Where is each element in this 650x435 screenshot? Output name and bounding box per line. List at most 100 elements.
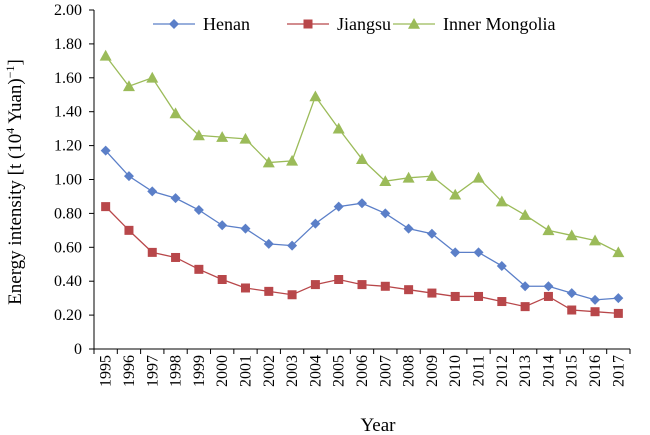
data-point xyxy=(99,49,112,61)
data-point xyxy=(334,275,344,285)
data-point xyxy=(567,305,577,315)
series-group xyxy=(99,49,625,318)
data-point xyxy=(217,275,227,285)
data-point xyxy=(357,198,367,209)
data-point xyxy=(566,288,577,299)
data-point xyxy=(240,223,251,234)
data-point xyxy=(170,193,181,204)
y-axis-title-middle: Yuan) xyxy=(5,78,26,127)
legend-item: Henan xyxy=(153,14,250,34)
data-point xyxy=(473,247,484,258)
data-point xyxy=(101,202,111,212)
y-tick-label: 0.40 xyxy=(54,273,82,290)
data-point xyxy=(169,107,182,119)
data-point xyxy=(357,280,367,290)
legend-label: Henan xyxy=(203,14,250,34)
data-point xyxy=(520,281,531,292)
data-point xyxy=(450,291,460,301)
data-point xyxy=(310,218,321,229)
data-point xyxy=(356,153,368,164)
x-tick-label: 1999 xyxy=(191,355,208,387)
data-point xyxy=(495,195,508,207)
data-point xyxy=(565,229,578,241)
data-point xyxy=(333,201,344,212)
data-point xyxy=(590,294,601,305)
legend: Henan Jiangsu Inner Mongolia xyxy=(153,14,555,34)
data-point xyxy=(612,246,625,258)
x-tick-label: 2006 xyxy=(354,355,371,387)
data-point xyxy=(379,175,392,186)
data-point xyxy=(147,186,158,197)
x-tick-label: 2011 xyxy=(471,355,488,386)
x-tick-label: 2010 xyxy=(447,355,464,387)
data-point xyxy=(402,171,415,183)
data-point xyxy=(425,170,438,181)
legend-marker xyxy=(169,19,179,29)
data-point xyxy=(287,290,297,300)
y-tick-label: 1.60 xyxy=(54,70,82,87)
data-point xyxy=(240,283,250,293)
y-axis-title-suffix: ] xyxy=(5,59,26,65)
y-tick-label: 2.00 xyxy=(54,2,82,19)
y-tick-label: 1.00 xyxy=(54,172,82,189)
y-tick-label: 0.20 xyxy=(54,307,82,324)
y-tick-label: 1.20 xyxy=(54,138,82,155)
data-point xyxy=(542,224,555,236)
data-point xyxy=(403,223,414,234)
data-point xyxy=(216,131,229,142)
x-tick-label: 2014 xyxy=(540,355,557,387)
x-tick-label: 2017 xyxy=(610,355,627,387)
data-point xyxy=(543,291,553,301)
legend-item: Jiangsu xyxy=(287,14,391,34)
data-point xyxy=(380,281,390,291)
data-point xyxy=(404,285,414,295)
legend-label: Inner Mongolia xyxy=(443,14,555,34)
x-tick-labels: 1995 1996 1997 1998 1999 2000 2001 2002 2003 2004… xyxy=(98,355,628,387)
data-point xyxy=(426,228,437,239)
legend-item: Inner Mongolia xyxy=(393,14,555,34)
y-axis-title-prefix: Energy intensity [t (10 xyxy=(5,134,26,305)
data-point xyxy=(496,260,507,271)
x-tick-label: 2008 xyxy=(401,355,418,387)
data-point xyxy=(286,154,299,166)
y-tick-label: 0.60 xyxy=(54,239,82,256)
legend-marker xyxy=(303,19,313,29)
y-axis-title-sup1: 4 xyxy=(3,128,17,134)
data-point xyxy=(217,220,228,231)
axes xyxy=(89,9,631,354)
data-point xyxy=(472,171,485,183)
series-line xyxy=(105,206,619,315)
x-tick-label: 1997 xyxy=(144,355,161,387)
data-point xyxy=(613,308,623,318)
x-tick-label: 2015 xyxy=(564,355,581,387)
data-point xyxy=(589,234,602,246)
x-tick-label: 2003 xyxy=(284,355,301,387)
data-point xyxy=(146,71,159,83)
data-point xyxy=(239,132,252,144)
series-jiangsu xyxy=(101,202,623,318)
data-point xyxy=(332,122,345,134)
y-tick-label: 0.80 xyxy=(54,205,82,222)
y-tick-label: 1.80 xyxy=(54,36,82,53)
data-point xyxy=(262,156,275,168)
data-point xyxy=(124,225,134,235)
data-point xyxy=(193,205,204,216)
data-point xyxy=(263,238,274,249)
x-tick-label: 2002 xyxy=(261,355,278,387)
x-tick-label: 2001 xyxy=(237,355,254,387)
y-tick-label: 1.40 xyxy=(54,104,82,121)
data-point xyxy=(520,302,530,312)
data-point xyxy=(147,247,157,257)
x-tick-label: 1996 xyxy=(121,355,138,387)
x-tick-label: 2000 xyxy=(214,355,231,387)
legend-marker xyxy=(408,18,420,29)
data-point xyxy=(450,247,461,258)
data-point xyxy=(264,286,274,296)
data-point xyxy=(497,297,507,307)
data-point xyxy=(474,291,484,301)
legend-label: Jiangsu xyxy=(337,14,391,34)
data-point xyxy=(122,80,135,92)
data-point xyxy=(171,252,181,262)
x-tick-label: 2005 xyxy=(331,355,348,387)
